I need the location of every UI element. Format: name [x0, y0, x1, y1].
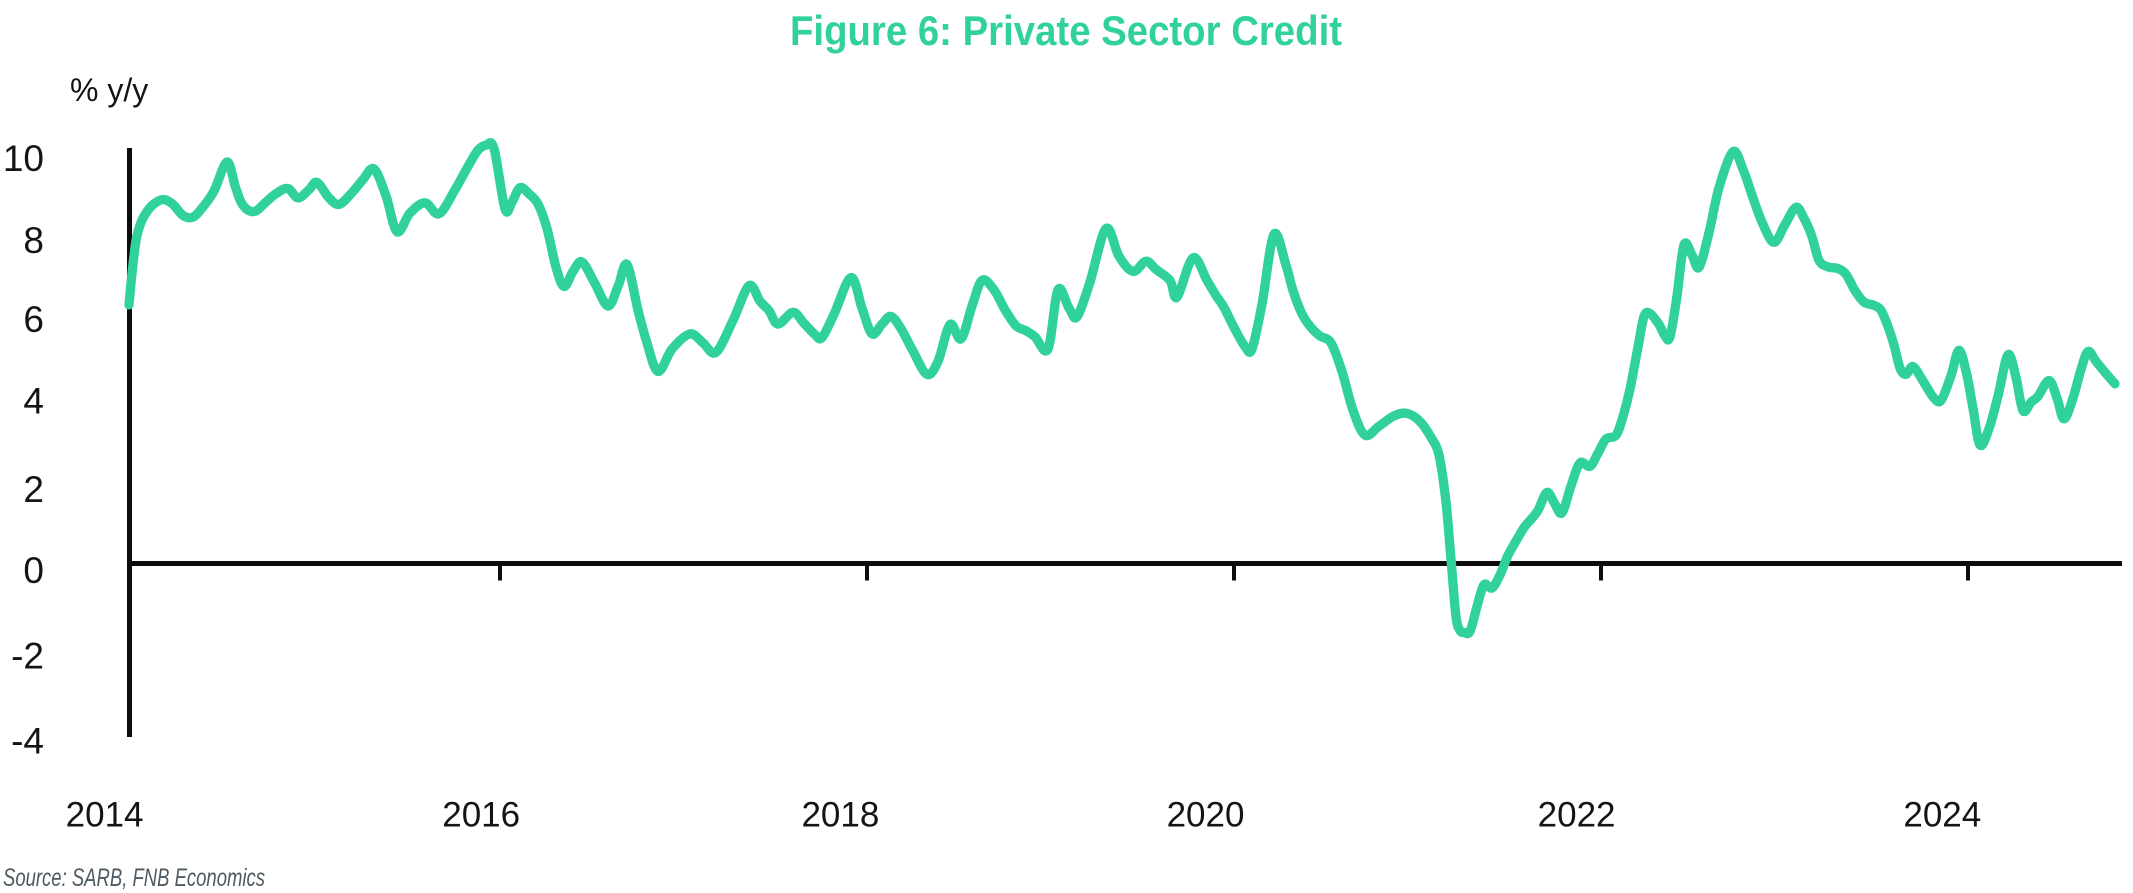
- svg-text:Source: SARB, FNB Economics: Source: SARB, FNB Economics: [3, 864, 265, 892]
- svg-text:% y/y: % y/y: [70, 72, 148, 108]
- svg-text:2016: 2016: [442, 795, 520, 834]
- svg-text:8: 8: [23, 220, 44, 261]
- svg-text:2022: 2022: [1538, 795, 1616, 834]
- svg-text:0: 0: [23, 550, 44, 591]
- svg-text:2024: 2024: [1903, 795, 1981, 834]
- svg-text:10: 10: [3, 138, 44, 179]
- svg-text:2020: 2020: [1167, 795, 1245, 834]
- svg-text:-2: -2: [11, 635, 44, 676]
- svg-text:2: 2: [23, 469, 44, 510]
- svg-text:2018: 2018: [801, 795, 879, 834]
- svg-text:Figure 6: Private Sector Credi: Figure 6: Private Sector Credit: [790, 7, 1342, 54]
- svg-text:-4: -4: [11, 721, 44, 762]
- svg-text:2014: 2014: [66, 795, 144, 834]
- svg-text:4: 4: [23, 381, 44, 422]
- svg-text:6: 6: [23, 299, 44, 340]
